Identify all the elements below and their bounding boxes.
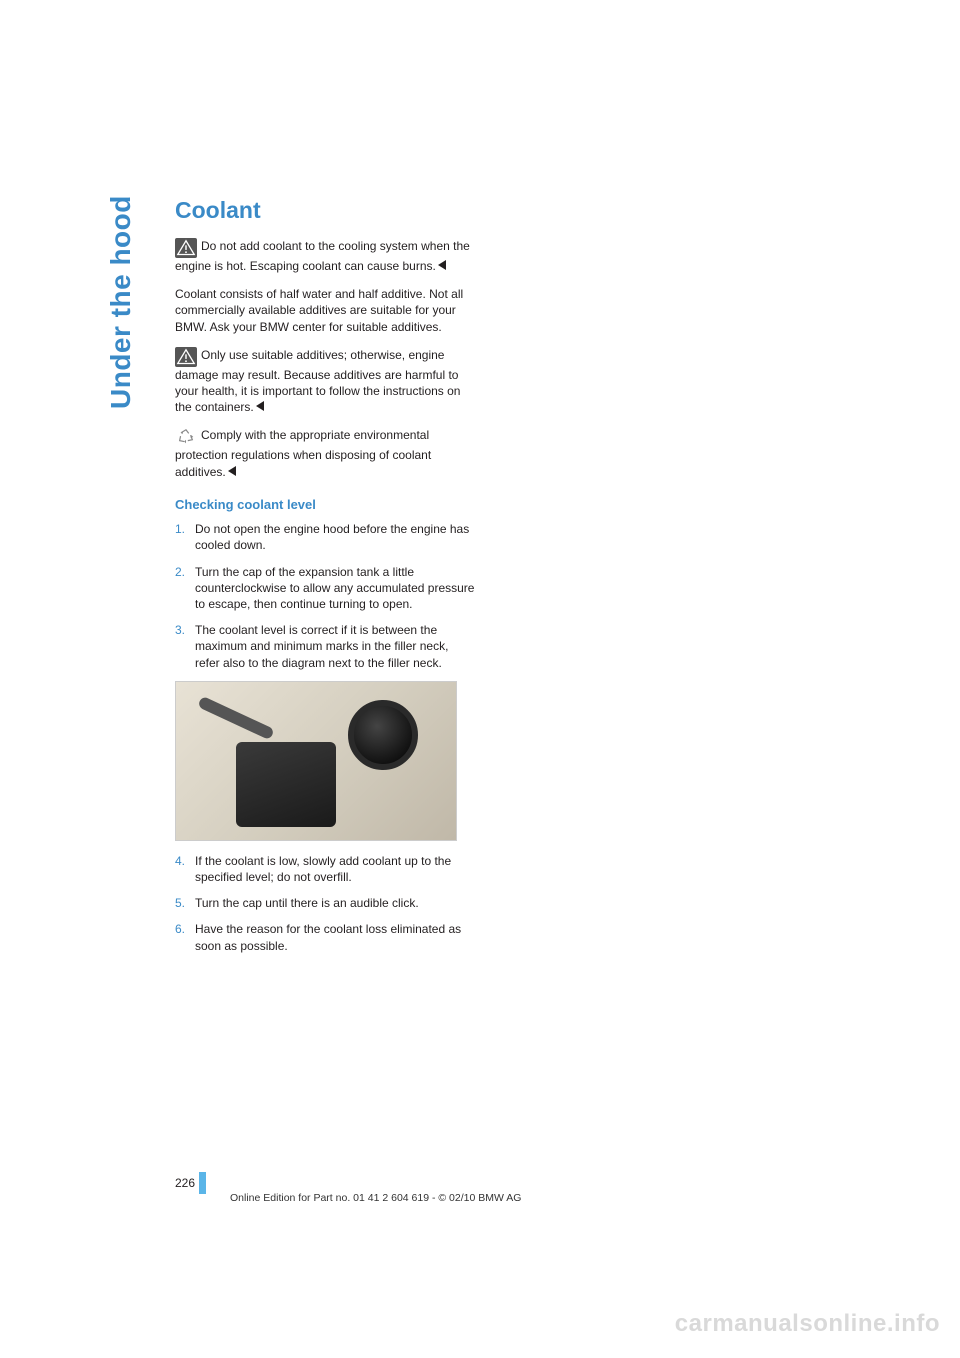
page-number-block: 226 [175, 1172, 206, 1190]
step-item: 5.Turn the cap until there is an audible… [175, 895, 475, 911]
sub-title: Checking coolant level [175, 496, 475, 514]
recycle-text: Comply with the appropriate environmenta… [175, 428, 431, 478]
step-text: The coolant level is correct if it is be… [195, 622, 475, 671]
step-item: 3.The coolant level is correct if it is … [175, 622, 475, 671]
coolant-tank-figure [175, 681, 457, 841]
step-text: Have the reason for the coolant loss eli… [195, 921, 475, 953]
section-title: Coolant [175, 195, 475, 226]
recycle-para: Comply with the appropriate environmenta… [175, 427, 475, 479]
step-number: 2. [175, 564, 195, 613]
step-text: If the coolant is low, slowly add coolan… [195, 853, 475, 885]
page-number: 226 [175, 1176, 195, 1190]
step-text: Turn the cap until there is an audible c… [195, 895, 475, 911]
step-number: 6. [175, 921, 195, 953]
warning-icon [175, 347, 197, 367]
step-text: Do not open the engine hood before the e… [195, 521, 475, 553]
warning-text-2: Only use suitable additives; otherwise, … [175, 348, 460, 414]
step-number: 5. [175, 895, 195, 911]
end-mark-icon [256, 401, 264, 411]
warning-para-1: Do not add coolant to the cooling system… [175, 238, 475, 274]
side-tab-label: Under the hood [105, 195, 137, 409]
figure-tank-shape [236, 742, 336, 827]
figure-cap-shape [348, 700, 418, 770]
recycle-icon [175, 427, 197, 447]
steps-list-cont: 4.If the coolant is low, slowly add cool… [175, 853, 475, 954]
main-content: Coolant Do not add coolant to the coolin… [175, 195, 475, 964]
warning-text-1: Do not add coolant to the cooling system… [175, 239, 470, 273]
step-number: 1. [175, 521, 195, 553]
step-item: 2.Turn the cap of the expansion tank a l… [175, 564, 475, 613]
footer-text: Online Edition for Part no. 01 41 2 604 … [230, 1192, 521, 1204]
end-mark-icon [438, 260, 446, 270]
warning-para-2: Only use suitable additives; otherwise, … [175, 347, 475, 416]
step-text: Turn the cap of the expansion tank a lit… [195, 564, 475, 613]
page-number-bar [199, 1172, 206, 1194]
step-number: 3. [175, 622, 195, 671]
step-item: 4.If the coolant is low, slowly add cool… [175, 853, 475, 885]
steps-list: 1.Do not open the engine hood before the… [175, 521, 475, 671]
step-item: 6.Have the reason for the coolant loss e… [175, 921, 475, 953]
end-mark-icon [228, 466, 236, 476]
step-item: 1.Do not open the engine hood before the… [175, 521, 475, 553]
watermark: carmanualsonline.info [675, 1310, 940, 1338]
body-para-1: Coolant consists of half water and half … [175, 286, 475, 335]
warning-icon [175, 238, 197, 258]
figure-hose-shape [197, 695, 275, 740]
step-number: 4. [175, 853, 195, 885]
